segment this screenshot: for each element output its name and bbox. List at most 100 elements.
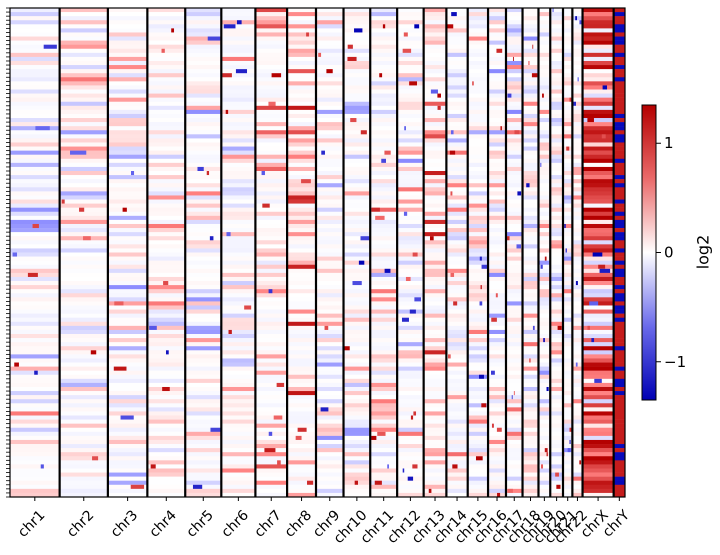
heatmap-cell	[107, 77, 148, 82]
heatmap-cell	[316, 354, 344, 359]
heatmap-cell	[582, 105, 614, 111]
heatmap-cell	[613, 435, 625, 441]
heatmap-cell	[287, 44, 317, 50]
heatmap-cell	[59, 20, 109, 25]
heatmap-cell	[397, 240, 424, 245]
heatmap-cell	[505, 81, 523, 86]
heatmap-cell	[446, 448, 469, 453]
heatmap-cell	[446, 419, 469, 424]
heatmap-cell	[563, 439, 573, 445]
heatmap-cell	[446, 56, 469, 62]
heatmap-cell	[185, 256, 222, 261]
heatmap-cell	[59, 203, 109, 208]
heatmap-cell	[446, 382, 469, 388]
heatmap-focal-segment	[301, 179, 311, 184]
heatmap-cell	[147, 154, 186, 160]
heatmap-cell	[397, 248, 424, 253]
heatmap-cell	[488, 415, 507, 420]
heatmap-cell	[550, 171, 564, 176]
heatmap-cell	[563, 236, 573, 241]
heatmap-cell	[538, 48, 551, 54]
heatmap-cell	[582, 460, 614, 465]
heatmap-cell	[185, 407, 222, 412]
heatmap-cell	[287, 73, 317, 78]
heatmap-focal-segment	[207, 36, 221, 41]
heatmap-cell	[10, 56, 60, 62]
heatmap-cell	[59, 460, 109, 465]
heatmap-cell	[185, 423, 222, 428]
heatmap-cell	[316, 350, 344, 355]
heatmap-cell	[221, 366, 256, 371]
heatmap-cell	[505, 228, 523, 233]
heatmap-cell	[255, 484, 288, 490]
heatmap-focal-segment	[601, 134, 606, 139]
heatmap-cell	[370, 183, 398, 188]
heatmap-cell	[613, 374, 625, 380]
heatmap-cell	[572, 191, 583, 196]
heatmap-cell	[522, 342, 539, 347]
heatmap-cell	[488, 423, 507, 428]
heatmap-cell	[613, 456, 625, 461]
heatmap-cell	[446, 44, 469, 50]
heatmap-cell	[563, 69, 573, 74]
heatmap-cell	[316, 260, 344, 265]
heatmap-cell	[255, 415, 288, 420]
heatmap-focal-segment	[360, 236, 370, 241]
heatmap-cell	[147, 52, 186, 58]
heatmap-cell	[572, 415, 583, 420]
heatmap-cell	[59, 391, 109, 396]
heatmap-cell	[488, 77, 507, 82]
heatmap-cell	[446, 232, 469, 237]
heatmap-cell	[185, 472, 222, 477]
heatmap-cell	[107, 492, 148, 497]
heatmap-cell	[522, 276, 539, 282]
heatmap-cell	[107, 325, 148, 331]
heatmap-cell	[505, 89, 523, 94]
heatmap-cell	[582, 423, 614, 428]
heatmap-cell	[550, 228, 564, 233]
heatmap-cell	[446, 77, 469, 82]
heatmap-cell	[446, 281, 469, 286]
heatmap-cell	[522, 113, 539, 119]
heatmap-cell	[505, 354, 523, 359]
heatmap-cell	[10, 264, 60, 270]
heatmap-cell	[563, 264, 573, 270]
heatmap-cell	[563, 60, 573, 66]
heatmap-cell	[488, 138, 507, 143]
heatmap-cell	[505, 366, 523, 371]
heatmap-cell	[550, 366, 564, 371]
heatmap-cell	[467, 183, 489, 188]
heatmap-focal-segment	[529, 358, 531, 363]
heatmap-cell	[287, 309, 317, 314]
heatmap-cell	[446, 36, 469, 41]
heatmap-cell	[538, 211, 551, 217]
heatmap-cell	[572, 44, 583, 50]
heatmap-focal-segment	[557, 325, 562, 331]
heatmap-cell	[185, 431, 222, 437]
heatmap-cell	[488, 81, 507, 86]
heatmap-cell	[107, 395, 148, 400]
heatmap-cell	[522, 24, 539, 29]
heatmap-cell	[423, 305, 447, 310]
heatmap-cell	[287, 448, 317, 453]
heatmap-cell	[185, 28, 222, 33]
heatmap-cell	[221, 415, 256, 420]
heatmap-cell	[467, 89, 489, 94]
heatmap-cell	[255, 97, 288, 102]
heatmap-cell	[59, 101, 109, 107]
heatmap-cell	[538, 56, 551, 62]
heatmap-cell	[467, 154, 489, 160]
heatmap-cell	[343, 431, 371, 437]
heatmap-cell	[316, 146, 344, 151]
heatmap-focal-segment	[162, 386, 170, 392]
heatmap-cell	[59, 464, 109, 469]
heatmap-cell	[522, 305, 539, 310]
heatmap-cell	[582, 166, 614, 172]
heatmap-cell	[446, 240, 469, 245]
heatmap-cell	[397, 12, 424, 17]
heatmap-cell	[550, 179, 564, 184]
heatmap-cell	[423, 464, 447, 469]
heatmap-cell	[550, 40, 564, 45]
heatmap-cell	[370, 203, 398, 208]
heatmap-cell	[316, 28, 344, 33]
